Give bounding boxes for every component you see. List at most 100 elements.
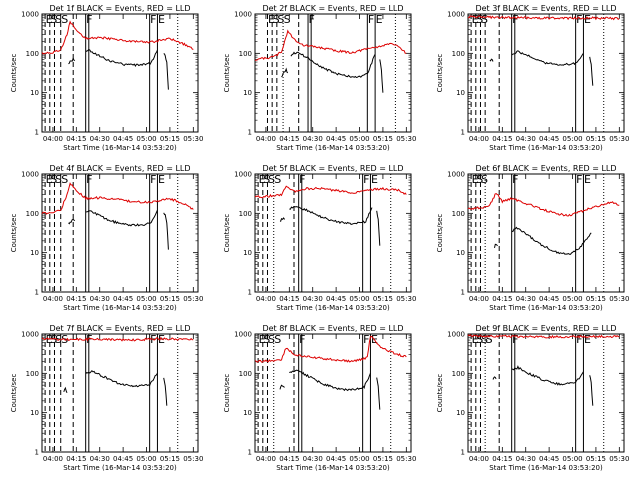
x-tick-label: 04:00 xyxy=(256,455,276,463)
event-marker-label: S xyxy=(273,13,280,26)
x-tick-label: 05:15 xyxy=(160,455,180,463)
x-tick-label: 04:15 xyxy=(66,135,86,143)
y-tick-label: 100 xyxy=(26,370,39,378)
event-marker-label: E xyxy=(584,173,591,186)
event-marker-label: F xyxy=(363,173,369,186)
y-axis-label: Counts/sec xyxy=(10,374,18,413)
x-tick-label: 05:30 xyxy=(183,135,203,143)
lld-series-line xyxy=(254,29,407,61)
x-tick-label: 05:15 xyxy=(586,135,606,143)
x-tick-label: 04:00 xyxy=(469,455,489,463)
x-tick-label: 04:45 xyxy=(539,135,559,143)
x-tick-label: 05:15 xyxy=(586,295,606,303)
chart-panel: Det 1f BLACK = Events, RED = LLD 1 10 100 10… xyxy=(10,4,203,152)
event-marker-label: E xyxy=(472,333,479,346)
event-marker-label: S xyxy=(263,173,270,186)
x-tick-label: 05:00 xyxy=(349,135,369,143)
x-tick-label: 05:00 xyxy=(349,455,369,463)
events-series-line xyxy=(494,243,498,249)
x-tick-label: 05:15 xyxy=(586,455,606,463)
lld-series-line xyxy=(467,193,620,217)
y-tick-label: 1000 xyxy=(21,171,39,179)
event-marker-label: F xyxy=(86,173,92,186)
event-marker-label: S xyxy=(476,173,483,186)
y-tick-label: 10 xyxy=(243,409,252,417)
x-tick-label: 04:00 xyxy=(469,295,489,303)
event-marker-label: E xyxy=(584,333,591,346)
x-axis-label: Start Time (16-Mar-14 03:53:20) xyxy=(489,464,603,472)
y-tick-label: 100 xyxy=(239,50,252,58)
event-marker-label: E xyxy=(472,173,479,186)
event-marker-label: S xyxy=(55,13,62,26)
y-tick-label: 1 xyxy=(35,129,39,137)
plot-frame xyxy=(467,333,625,453)
y-tick-label: 1000 xyxy=(234,331,252,339)
events-series-line xyxy=(85,48,158,67)
x-tick-label: 04:00 xyxy=(43,295,63,303)
x-tick-label: 04:30 xyxy=(90,135,110,143)
y-tick-label: 1000 xyxy=(234,171,252,179)
event-marker-label: E xyxy=(584,13,591,26)
chart-title: Det 7f BLACK = Events, RED = LLD xyxy=(49,324,190,333)
event-marker-label: F xyxy=(299,333,305,346)
x-tick-label: 05:15 xyxy=(373,135,393,143)
x-tick-label: 05:00 xyxy=(136,455,156,463)
y-tick-label: 100 xyxy=(452,370,465,378)
y-axis-label: Counts/sec xyxy=(10,214,18,253)
event-marker-label: E xyxy=(259,333,266,346)
event-marker-label: F xyxy=(512,173,518,186)
lld-series-line xyxy=(41,336,194,342)
event-marker-label: S xyxy=(476,333,483,346)
lld-series-line xyxy=(254,185,407,199)
event-marker-label: S xyxy=(50,173,57,186)
y-tick-label: 1 xyxy=(461,129,465,137)
event-marker-label: S xyxy=(481,13,488,26)
x-tick-label: 05:30 xyxy=(396,455,416,463)
plot-frame xyxy=(254,13,412,133)
plot-frame xyxy=(467,13,625,133)
event-marker-label: F xyxy=(150,173,156,186)
y-tick-label: 100 xyxy=(239,370,252,378)
x-tick-label: 04:30 xyxy=(303,455,323,463)
event-marker-label: S xyxy=(61,173,68,186)
y-tick-label: 100 xyxy=(26,50,39,58)
events-series-line xyxy=(279,217,286,222)
y-tick-label: 10 xyxy=(243,249,252,257)
event-marker-label: S xyxy=(277,13,284,26)
events-series-line xyxy=(379,59,384,93)
x-tick-label: 04:30 xyxy=(516,135,536,143)
x-tick-label: 04:00 xyxy=(256,295,276,303)
lld-series-line xyxy=(467,15,620,21)
y-tick-label: 1 xyxy=(248,289,252,297)
y-tick-label: 10 xyxy=(30,409,39,417)
event-marker-label: S xyxy=(50,13,57,26)
event-marker-label: F xyxy=(309,13,315,26)
x-tick-label: 05:30 xyxy=(183,455,203,463)
plot-frame xyxy=(41,13,199,133)
x-tick-label: 04:15 xyxy=(279,295,299,303)
x-tick-label: 04:45 xyxy=(326,455,346,463)
event-marker-label: E xyxy=(472,13,479,26)
event-marker-label: E xyxy=(46,13,53,26)
y-tick-label: 1 xyxy=(35,449,39,457)
events-series-line xyxy=(589,375,594,406)
y-axis-label: Counts/sec xyxy=(10,54,18,93)
events-series-line xyxy=(376,210,381,246)
events-series-line xyxy=(163,53,169,90)
y-axis-label: Counts/sec xyxy=(436,54,444,93)
chart-title: Det 5f BLACK = Events, RED = LLD xyxy=(262,164,403,173)
event-marker-label: S xyxy=(284,13,291,26)
event-marker-label: S xyxy=(274,173,281,186)
event-marker-label: E xyxy=(371,173,378,186)
x-tick-label: 04:15 xyxy=(66,455,86,463)
event-marker-label: F xyxy=(512,333,518,346)
y-axis-label: Counts/sec xyxy=(223,374,231,413)
events-series-line xyxy=(289,369,371,392)
event-marker-label: S xyxy=(268,173,275,186)
event-marker-label: S xyxy=(486,333,493,346)
y-axis-label: Counts/sec xyxy=(436,214,444,253)
x-tick-label: 04:45 xyxy=(113,455,133,463)
event-marker-label: E xyxy=(158,333,165,346)
x-tick-label: 04:45 xyxy=(326,135,346,143)
chart-panel: Det 4f BLACK = Events, RED = LLD 1 10 100 10… xyxy=(10,164,203,312)
